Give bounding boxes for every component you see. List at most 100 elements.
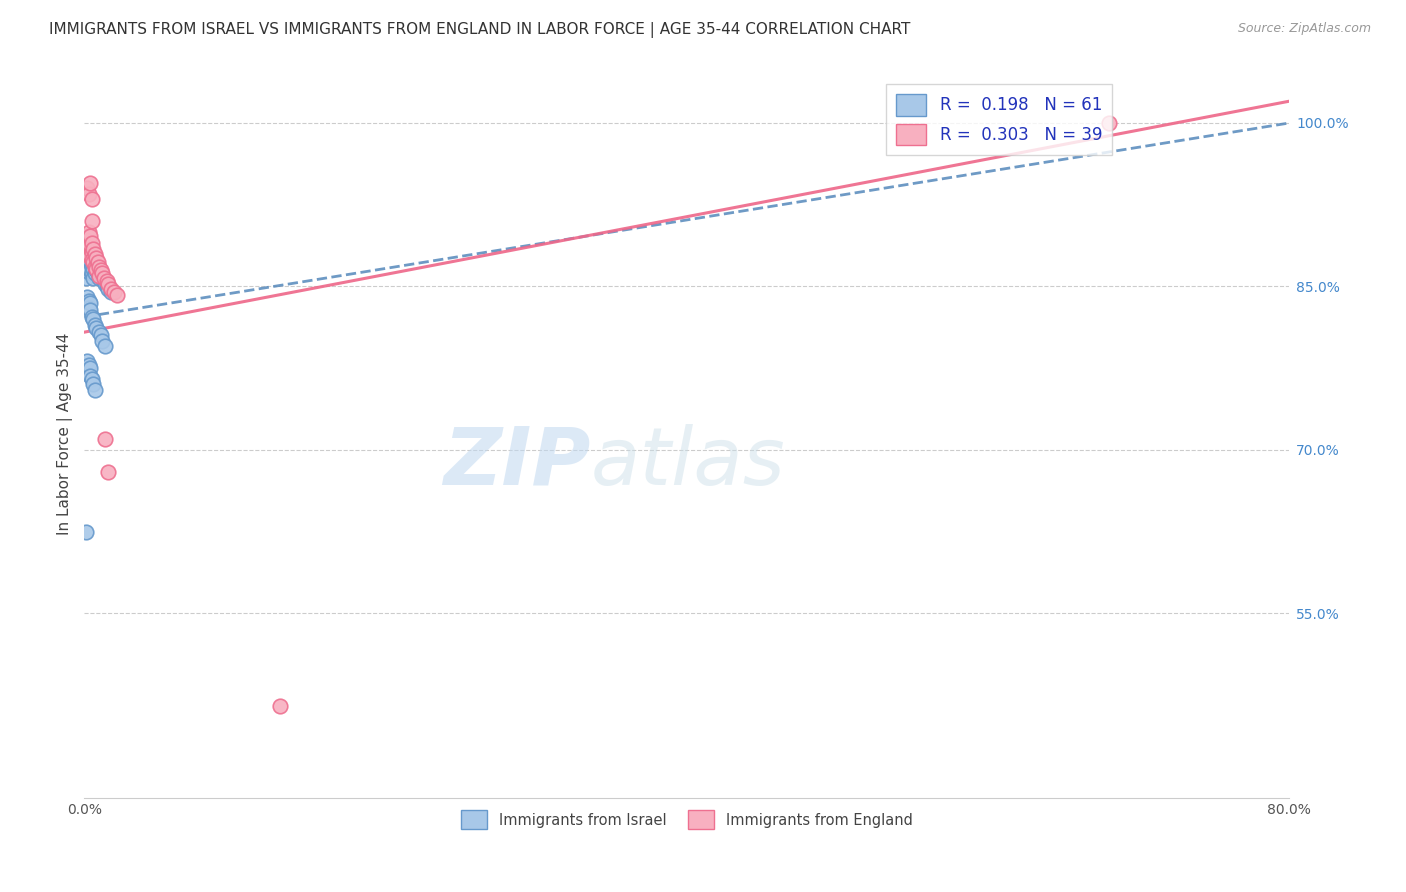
Point [82, 312, 104, 326]
Point [91, 266, 114, 280]
Point [77, 293, 100, 308]
Point [86, 263, 108, 277]
Point [76, 241, 98, 255]
Point [80, 310, 103, 324]
Point [94, 339, 117, 353]
Point [100, 285, 122, 299]
Point [82, 377, 104, 392]
Point [75, 260, 97, 274]
Point [87, 266, 110, 280]
Point [86, 262, 108, 277]
Point [76, 244, 98, 258]
Point [93, 270, 115, 285]
Point [82, 243, 104, 257]
Point [76, 181, 98, 195]
Point [83, 266, 105, 280]
Point [76, 263, 98, 277]
Point [90, 266, 112, 280]
Point [89, 263, 111, 277]
Point [79, 246, 101, 260]
Point [80, 214, 103, 228]
Point [94, 277, 117, 292]
Point [82, 262, 104, 277]
Text: atlas: atlas [591, 424, 785, 501]
Point [100, 282, 122, 296]
Point [79, 295, 101, 310]
Point [97, 465, 120, 479]
Point [79, 229, 101, 244]
Point [76, 353, 98, 368]
Point [89, 325, 111, 339]
Point [80, 244, 103, 258]
Point [90, 328, 112, 343]
Point [77, 265, 100, 279]
Point [80, 266, 103, 280]
Point [83, 259, 105, 273]
Point [82, 255, 104, 269]
Point [96, 279, 118, 293]
Point [76, 246, 98, 260]
Point [77, 235, 100, 250]
Point [91, 334, 114, 348]
Point [87, 255, 110, 269]
Point [79, 368, 101, 383]
Point [75, 235, 97, 250]
Point [96, 274, 118, 288]
Point [76, 255, 98, 269]
Point [77, 240, 100, 254]
Point [83, 383, 105, 397]
Point [77, 250, 100, 264]
Y-axis label: In Labor Force | Age 35-44: In Labor Force | Age 35-44 [58, 333, 73, 534]
Text: Source: ZipAtlas.com: Source: ZipAtlas.com [1237, 22, 1371, 36]
Point [79, 176, 101, 190]
Text: IMMIGRANTS FROM ISRAEL VS IMMIGRANTS FROM ENGLAND IN LABOR FORCE | AGE 35-44 COR: IMMIGRANTS FROM ISRAEL VS IMMIGRANTS FRO… [49, 22, 911, 38]
Point [79, 254, 101, 268]
Point [79, 249, 101, 263]
Point [80, 259, 103, 273]
Legend: Immigrants from Israel, Immigrants from England: Immigrants from Israel, Immigrants from … [454, 805, 918, 835]
Point [75, 249, 97, 263]
Point [80, 244, 103, 259]
Point [89, 270, 111, 285]
Point [83, 260, 105, 274]
Point [79, 263, 101, 277]
Point [77, 225, 100, 239]
Point [97, 277, 120, 292]
Point [79, 239, 101, 253]
Point [1097, 116, 1119, 130]
Point [80, 192, 103, 206]
Point [77, 249, 100, 263]
Point [93, 274, 115, 288]
Point [97, 282, 120, 296]
Point [269, 698, 291, 713]
Point [80, 251, 103, 265]
Point [75, 524, 97, 539]
Point [77, 258, 100, 272]
Point [86, 321, 108, 335]
Point [79, 303, 101, 318]
Point [75, 270, 97, 285]
Point [94, 432, 117, 446]
Point [86, 255, 108, 269]
Point [82, 270, 104, 285]
Point [83, 251, 105, 265]
Point [103, 285, 125, 299]
Point [76, 290, 98, 304]
Point [76, 229, 98, 244]
Point [86, 251, 108, 265]
Point [80, 235, 103, 250]
Point [77, 186, 100, 201]
Point [76, 233, 98, 247]
Point [107, 288, 129, 302]
Point [82, 246, 104, 260]
Text: ZIP: ZIP [443, 424, 591, 501]
Point [83, 318, 105, 332]
Point [80, 372, 103, 386]
Point [77, 358, 100, 372]
Point [90, 263, 112, 277]
Point [87, 260, 110, 274]
Point [82, 254, 104, 268]
Point [77, 301, 100, 316]
Point [80, 253, 103, 268]
Point [83, 246, 105, 260]
